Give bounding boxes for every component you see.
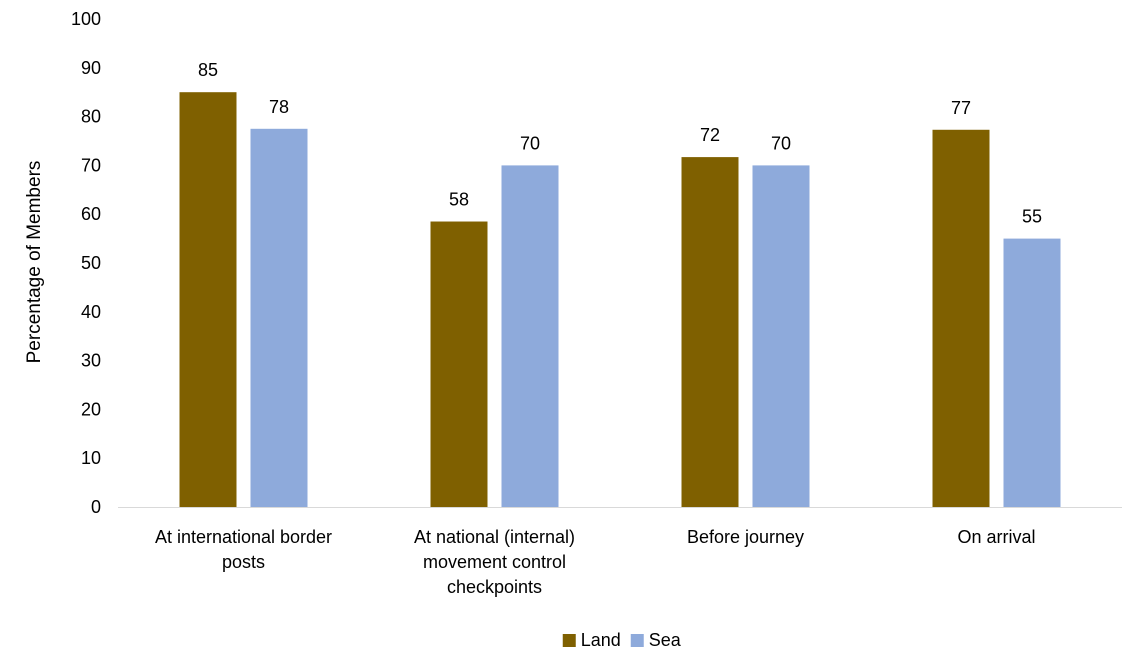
- bar-sea: [501, 165, 559, 507]
- y-tick-label: 40: [81, 302, 101, 322]
- legend-label: Sea: [649, 630, 682, 650]
- y-tick-label: 0: [91, 497, 101, 517]
- x-tick-label-line: Before journey: [687, 527, 804, 547]
- x-tick-label-line: At national (internal): [414, 527, 575, 547]
- bar-land: [430, 221, 488, 507]
- y-tick-label: 90: [81, 58, 101, 78]
- y-tick-label: 100: [71, 9, 101, 29]
- y-axis-label: Percentage of Members: [24, 161, 45, 364]
- bar-land: [179, 92, 237, 507]
- y-tick-label: 30: [81, 351, 101, 371]
- y-tick-label: 60: [81, 204, 101, 224]
- legend: Land Sea: [562, 630, 682, 650]
- x-axis: At international border posts At national …: [155, 527, 1036, 597]
- y-tick-label: 20: [81, 399, 101, 419]
- x-tick-label-line: movement control: [423, 552, 566, 572]
- legend-label: Land: [581, 630, 621, 650]
- y-tick-label: 70: [81, 155, 101, 175]
- data-label: 55: [1022, 207, 1042, 227]
- x-tick-label-line: On arrival: [957, 527, 1035, 547]
- y-tick-label: 10: [81, 448, 101, 468]
- data-label: 78: [269, 97, 289, 117]
- plot-area: 85 58 72 77 78 70 70 55: [179, 60, 1061, 508]
- bar-sea: [1003, 238, 1061, 507]
- bar-sea: [752, 165, 810, 507]
- bar-sea: [250, 128, 308, 508]
- data-label: 72: [700, 125, 720, 145]
- y-tick-label: 80: [81, 107, 101, 127]
- bar-land: [932, 129, 990, 507]
- legend-swatch-sea: [630, 634, 644, 647]
- legend-swatch-land: [562, 634, 576, 647]
- x-tick-label: On arrival: [957, 527, 1035, 547]
- data-label: 77: [951, 98, 971, 118]
- data-label: 85: [198, 60, 218, 80]
- x-tick-label-line: At international border: [155, 527, 332, 547]
- data-label: 70: [771, 133, 791, 153]
- x-tick-label: At international border posts: [155, 527, 332, 572]
- x-tick-label: Before journey: [687, 527, 804, 547]
- bar-land: [681, 157, 739, 507]
- data-label: 58: [449, 190, 469, 210]
- y-tick-label: 50: [81, 253, 101, 273]
- x-tick-label-line: checkpoints: [447, 577, 542, 597]
- x-tick-label: At national (internal) movement control ch…: [414, 527, 575, 597]
- data-label: 70: [520, 133, 540, 153]
- y-axis: 0 10 20 30 40 50 60 70 80 90 100: [71, 9, 101, 517]
- x-tick-label-line: posts: [222, 552, 265, 572]
